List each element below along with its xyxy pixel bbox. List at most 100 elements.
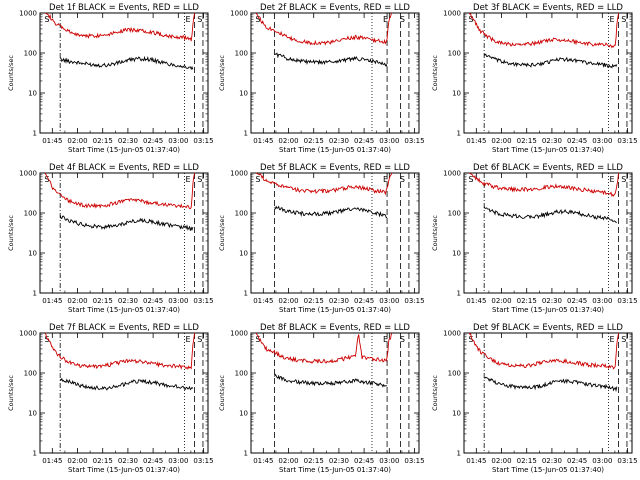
y-axis-label: Counts/sec <box>431 375 439 411</box>
x-tick-label: 02:15 <box>93 297 113 305</box>
x-tick-label: 02:15 <box>517 137 537 145</box>
y-tick-label: 10 <box>452 250 461 258</box>
x-tick-label: 03:15 <box>404 457 424 465</box>
marker-s: S <box>44 335 49 344</box>
x-tick-label: 03:15 <box>193 137 213 145</box>
x-tick-label: 01:45 <box>42 297 62 305</box>
marker-s: S <box>468 335 473 344</box>
y-tick-label: 1 <box>457 450 461 458</box>
marker-e: E <box>185 15 190 24</box>
x-tick-label: 03:00 <box>592 137 612 145</box>
chart-panel-3: Det 3f BLACK = Events, RED = LLD 1 10 100 10… <box>431 3 638 154</box>
y-tick-label: 100 <box>24 370 37 378</box>
x-tick-label: 03:00 <box>168 457 188 465</box>
y-tick-label: 1000 <box>19 330 37 338</box>
y-tick-label: 10 <box>28 90 37 98</box>
plot-frame <box>463 172 633 294</box>
y-tick-label: 1 <box>33 130 37 138</box>
chart-panel-2: Det 2f BLACK = Events, RED = LLD 1 10 100 10… <box>218 3 425 154</box>
y-tick-label: 100 <box>235 370 248 378</box>
x-axis-label: Start Time (15-Jun-05 01:37:40) <box>68 306 180 314</box>
series-line-lld <box>255 172 393 196</box>
x-tick-label: 02:45 <box>143 297 163 305</box>
x-tick-label: 02:00 <box>67 457 87 465</box>
x-tick-label: 02:00 <box>491 297 511 305</box>
x-tick-label: 02:30 <box>329 297 349 305</box>
x-tick-label: 02:30 <box>118 137 138 145</box>
x-axis-label: Start Time (15-Jun-05 01:37:40) <box>279 466 391 474</box>
x-tick-label: 02:30 <box>329 137 349 145</box>
marker-s: S <box>468 15 473 24</box>
y-tick-label: 1000 <box>19 170 37 178</box>
plot-frame <box>250 332 420 454</box>
x-tick-label: 01:45 <box>42 137 62 145</box>
series-line-events <box>59 377 194 391</box>
chart-panel-6: Det 6f BLACK = Events, RED = LLD 1 10 100 10… <box>431 163 638 314</box>
series-line-lld <box>255 332 393 364</box>
series-line-lld <box>255 12 393 46</box>
y-axis-label: Counts/sec <box>7 215 15 251</box>
x-tick-label: 02:30 <box>542 297 562 305</box>
series-line-lld <box>44 172 196 210</box>
chart-panel-7: Det 7f BLACK = Events, RED = LLD 1 10 100 10… <box>7 323 214 474</box>
y-tick-label: 10 <box>28 250 37 258</box>
x-tick-label: 03:00 <box>168 137 188 145</box>
marker-s: S <box>197 175 202 184</box>
y-tick-label: 1000 <box>230 330 248 338</box>
y-tick-label: 100 <box>24 210 37 218</box>
x-tick-label: 02:15 <box>304 137 324 145</box>
marker-e: E <box>609 335 614 344</box>
x-tick-label: 02:00 <box>67 137 87 145</box>
panel-title: Det 5f BLACK = Events, RED = LLD <box>260 163 410 173</box>
y-tick-label: 1 <box>457 290 461 298</box>
series-line-lld <box>468 332 620 370</box>
series-line-events <box>274 52 388 68</box>
x-tick-label: 03:15 <box>617 137 637 145</box>
y-tick-label: 1000 <box>443 330 461 338</box>
x-tick-label: 03:15 <box>404 297 424 305</box>
y-tick-label: 10 <box>452 90 461 98</box>
y-tick-label: 1000 <box>230 10 248 18</box>
x-tick-label: 02:45 <box>354 137 374 145</box>
series-line-events <box>483 206 617 223</box>
series-line-events <box>274 205 388 219</box>
x-axis-label: Start Time (15-Jun-05 01:37:40) <box>492 466 604 474</box>
x-tick-label: 02:00 <box>278 297 298 305</box>
x-tick-label: 02:15 <box>517 457 537 465</box>
y-axis-label: Counts/sec <box>218 55 226 91</box>
y-tick-label: 100 <box>24 50 37 58</box>
y-tick-label: 10 <box>28 410 37 418</box>
marker-s: S <box>197 335 202 344</box>
y-tick-label: 100 <box>448 50 461 58</box>
y-tick-label: 10 <box>239 410 248 418</box>
y-tick-label: 100 <box>448 370 461 378</box>
x-tick-label: 01:45 <box>466 137 486 145</box>
marker-e: E <box>383 175 388 184</box>
series-line-lld <box>468 172 620 197</box>
plot-frame <box>463 332 633 454</box>
x-tick-label: 02:45 <box>354 297 374 305</box>
chart-panel-9: Det 9f BLACK = Events, RED = LLD 1 10 100 10… <box>431 323 638 474</box>
series-line-lld <box>468 12 620 49</box>
chart-panel-8: Det 8f BLACK = Events, RED = LLD 1 10 100 10… <box>218 323 425 474</box>
y-tick-label: 1 <box>244 130 248 138</box>
panel-title: Det 7f BLACK = Events, RED = LLD <box>49 323 199 333</box>
y-tick-label: 1000 <box>443 10 461 18</box>
marker-s: S <box>255 175 260 184</box>
y-tick-label: 1 <box>244 290 248 298</box>
x-tick-label: 01:45 <box>466 297 486 305</box>
plot-frame <box>463 12 633 134</box>
plot-frame <box>39 12 209 134</box>
x-tick-label: 02:45 <box>567 297 587 305</box>
chart-panel-1: Det 1f BLACK = Events, RED = LLD 1 10 100 10… <box>7 3 214 154</box>
series-line-events <box>274 373 388 388</box>
marker-e: E <box>609 15 614 24</box>
y-axis-label: Counts/sec <box>431 55 439 91</box>
x-tick-label: 03:00 <box>592 457 612 465</box>
x-axis-label: Start Time (15-Jun-05 01:37:40) <box>492 146 604 154</box>
marker-e: E <box>383 335 388 344</box>
x-tick-label: 01:45 <box>253 457 273 465</box>
x-tick-label: 02:00 <box>491 137 511 145</box>
x-tick-label: 02:30 <box>542 457 562 465</box>
series-line-lld <box>44 12 196 42</box>
